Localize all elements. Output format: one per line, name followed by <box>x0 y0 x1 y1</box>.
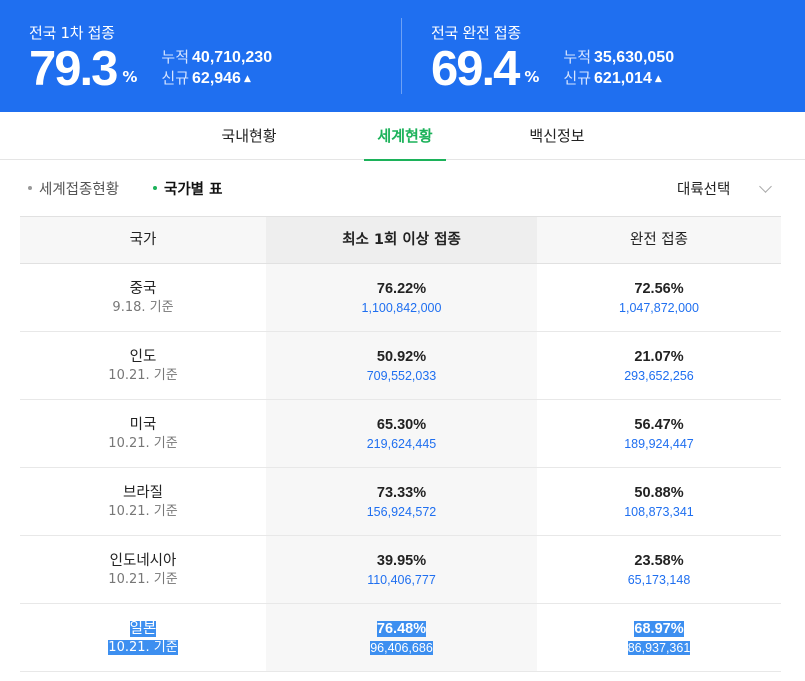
subnav-label: 국가별 표 <box>164 182 223 198</box>
first-dose-count: 709,552,033 <box>366 369 437 383</box>
first-dose-cumulative-label: 누적 <box>161 48 190 66</box>
header-country: 국가 <box>129 232 157 248</box>
increase-arrow-icon: ▲ <box>243 74 251 84</box>
full-dose-count: 293,652,256 <box>624 369 694 383</box>
first-dose-percent: 76.22% <box>376 281 427 297</box>
first-dose-stat: 전국 1차 접종 79.3 % 누적 40,710,230 신규 62,946 ▲ <box>29 22 272 96</box>
table-row: 미국 10.21. 기준 65.30% 219,624,445 56.47% 189,… <box>20 400 781 468</box>
first-dose-new-value: 62,946 <box>192 70 241 87</box>
vaccination-summary-banner: 전국 1차 접종 79.3 % 누적 40,710,230 신규 62,946 ▲ 전… <box>0 0 805 112</box>
full-dose-count: 1,047,872,000 <box>619 301 699 315</box>
table-header: 국가 최소 1회 이상 접종 완전 접종 <box>20 216 781 264</box>
full-dose-rate: 69.4 <box>431 42 520 96</box>
full-dose-count: 86,937,361 <box>627 641 691 655</box>
full-dose-count: 189,924,447 <box>624 437 694 451</box>
full-dose-cumulative-label: 누적 <box>563 48 592 66</box>
country-name: 중국 <box>129 281 157 297</box>
bullet-icon <box>153 186 157 190</box>
first-dose-title: 전국 1차 접종 <box>29 24 115 42</box>
first-dose-count: 156,924,572 <box>366 505 437 519</box>
first-dose-rate: 79.3 <box>29 42 118 96</box>
full-dose-count: 108,873,341 <box>624 505 694 519</box>
bullet-icon <box>28 186 32 190</box>
country-name: 인도네시아 <box>109 553 177 569</box>
first-dose-percent: 73.33% <box>376 485 427 501</box>
reference-date: 10.21. 기준 <box>108 572 178 587</box>
continent-select[interactable]: 대륙선택 <box>677 180 781 200</box>
first-dose-count: 219,624,445 <box>366 437 437 451</box>
table-row: 인도 10.21. 기준 50.92% 709,552,033 21.07% 293,… <box>20 332 781 400</box>
banner-divider <box>401 18 402 94</box>
full-dose-stat: 전국 완전 접종 69.4 % 누적 35,630,050 신규 621,014 ▲ <box>431 22 674 96</box>
reference-date: 10.21. 기준 <box>108 504 178 519</box>
header-full-dose: 완전 접종 <box>630 232 688 248</box>
first-dose-unit: % <box>122 68 138 86</box>
full-dose-percent: 50.88% <box>634 485 684 501</box>
chevron-down-icon <box>759 180 772 193</box>
full-dose-cumulative-value: 35,630,050 <box>594 49 675 66</box>
reference-date: 10.21. 기준 <box>108 368 178 383</box>
reference-date: 10.21. 기준 <box>108 640 178 655</box>
reference-date: 10.21. 기준 <box>108 436 178 451</box>
increase-arrow-icon: ▲ <box>654 74 662 84</box>
full-dose-title: 전국 완전 접종 <box>431 24 521 42</box>
main-tabs: 국내현황 세계현황 백신정보 <box>0 112 805 161</box>
sub-navigation: 세계접종현황 국가별 표 대륙선택 <box>0 160 805 216</box>
table-row: 일본 10.21. 기준 76.48% 96,406,686 68.97% 86,93… <box>20 604 781 672</box>
header-first-dose: 최소 1회 이상 접종 <box>266 217 537 263</box>
first-dose-percent: 65.30% <box>376 417 427 433</box>
first-dose-cumulative-value: 40,710,230 <box>192 49 273 66</box>
full-dose-percent: 56.47% <box>634 417 684 433</box>
first-dose-detail: 누적 40,710,230 신규 62,946 ▲ <box>161 47 272 90</box>
country-name: 브라질 <box>122 485 164 501</box>
table-row: 중국 9.18. 기준 76.22% 1,100,842,000 72.56% 1,0… <box>20 264 781 332</box>
first-dose-percent: 39.95% <box>376 553 427 569</box>
full-dose-percent: 72.56% <box>634 281 684 297</box>
first-dose-percent: 50.92% <box>376 349 427 365</box>
full-dose-percent: 23.58% <box>634 553 684 569</box>
subnav-world-vaccination-status[interactable]: 세계접종현황 <box>28 180 119 200</box>
first-dose-count: 1,100,842,000 <box>361 301 442 315</box>
full-dose-unit: % <box>524 68 540 86</box>
subnav-label: 세계접종현황 <box>39 182 120 198</box>
full-dose-count: 65,173,148 <box>627 573 691 587</box>
country-name: 인도 <box>129 349 157 365</box>
tab-vaccine-info[interactable]: 백신정보 <box>529 127 585 145</box>
first-dose-percent: 76.48% <box>376 621 427 637</box>
full-dose-new-label: 신규 <box>563 69 592 87</box>
full-dose-percent: 68.97% <box>634 621 684 637</box>
table-row: 인도네시아 10.21. 기준 39.95% 110,406,777 23.58% 6… <box>20 536 781 604</box>
reference-date: 9.18. 기준 <box>112 300 174 315</box>
first-dose-new-label: 신규 <box>161 69 190 87</box>
full-dose-detail: 누적 35,630,050 신규 621,014 ▲ <box>563 47 674 90</box>
country-vaccination-table: 국가 최소 1회 이상 접종 완전 접종 중국 9.18. 기준 76.22% 1,… <box>20 216 781 672</box>
subnav-country-table[interactable]: 국가별 표 <box>153 180 222 200</box>
country-name: 미국 <box>129 417 157 433</box>
tab-world-status[interactable]: 세계현황 <box>364 112 446 161</box>
full-dose-percent: 21.07% <box>634 349 684 365</box>
first-dose-count: 96,406,686 <box>370 641 433 655</box>
full-dose-new-value: 621,014 <box>594 70 652 87</box>
continent-select-label: 대륙선택 <box>677 182 731 198</box>
table-row: 브라질 10.21. 기준 73.33% 156,924,572 50.88% 108… <box>20 468 781 536</box>
first-dose-count: 110,406,777 <box>367 573 436 587</box>
tab-domestic-status[interactable]: 국내현황 <box>221 127 277 145</box>
country-name: 일본 <box>129 621 157 637</box>
